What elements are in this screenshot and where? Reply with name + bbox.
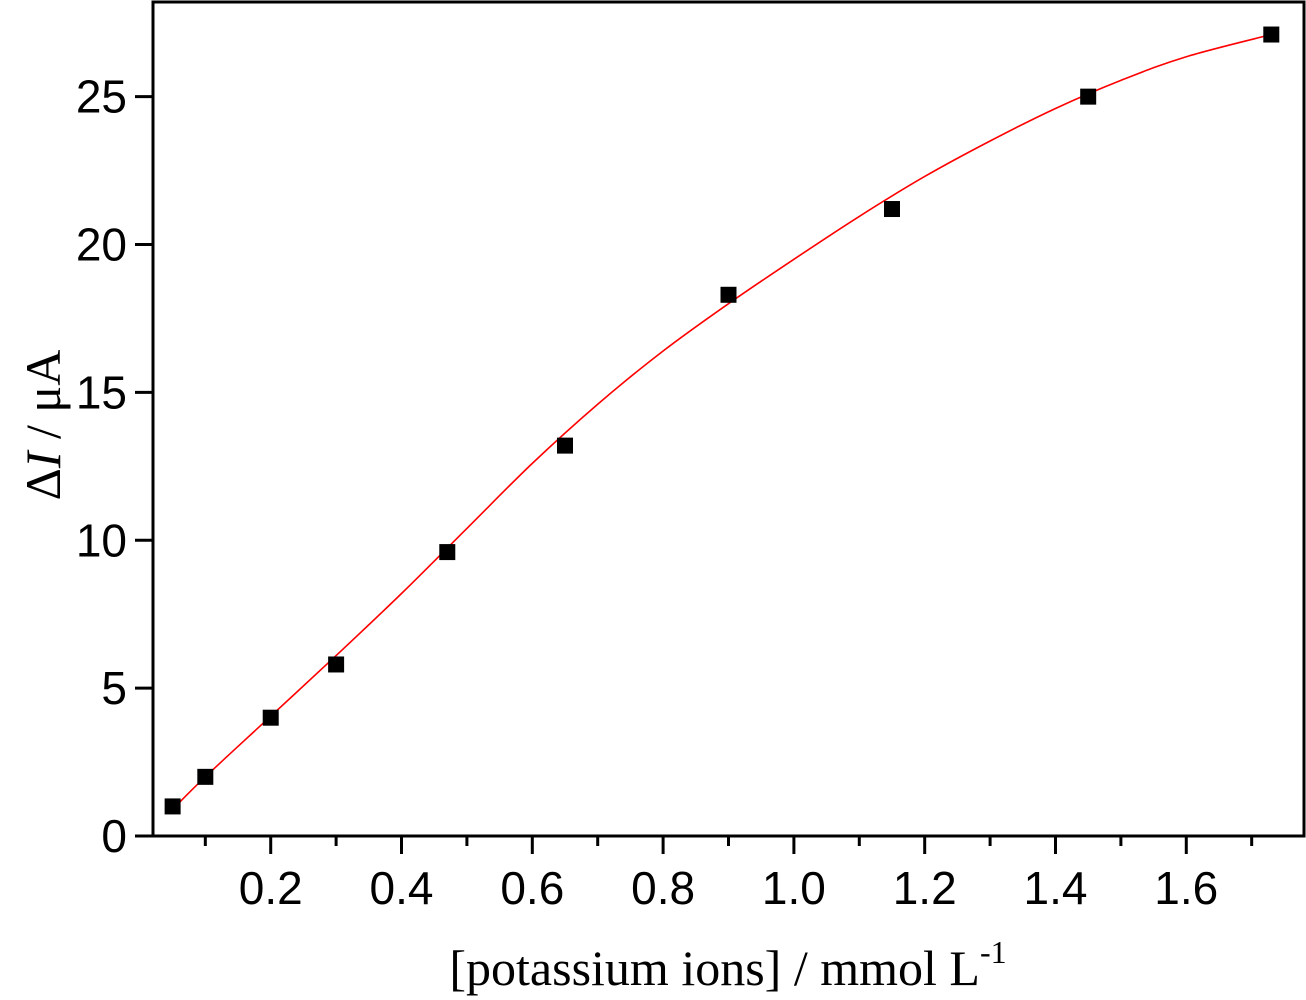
y-axis-title: ΔI / μA	[15, 350, 71, 501]
y-tick-label: 0	[101, 810, 127, 862]
x-tick-label: 1.0	[762, 862, 826, 914]
data-point	[262, 709, 279, 726]
x-tick-label: 1.2	[893, 862, 957, 914]
y-axis-title-unit: / μA	[15, 350, 71, 452]
x-tick-label: 0.4	[370, 862, 434, 914]
y-axis-title-variable: I	[15, 449, 71, 469]
y-axis-ticks: 0 5 10 15 20 25	[76, 71, 153, 862]
x-tick-label: 0.6	[500, 862, 564, 914]
data-point	[328, 656, 345, 673]
data-point	[439, 544, 456, 561]
y-tick-label: 5	[101, 662, 127, 714]
y-axis-title-delta: Δ	[15, 468, 71, 500]
x-tick-label: 0.8	[631, 862, 695, 914]
data-point	[1263, 26, 1280, 43]
data-point	[557, 437, 574, 454]
y-tick-label: 10	[76, 514, 127, 566]
data-point	[1080, 88, 1097, 105]
data-point	[164, 798, 181, 815]
plot-frame	[151, 0, 1306, 838]
x-tick-label: 1.4	[1024, 862, 1088, 914]
fit-curve-layer	[172, 33, 1272, 810]
x-tick-label: 1.6	[1154, 862, 1218, 914]
data-points-layer	[164, 26, 1280, 815]
x-axis-title-main: [potassium ions] / mmol L	[449, 940, 980, 996]
y-tick-label: 20	[76, 219, 127, 271]
x-axis-ticks: 0.2 0.4 0.6 0.8 1.0 1.2 1.4 1.6	[203, 836, 1254, 914]
x-axis-title: [potassium ions] / mmol L-1	[449, 934, 1006, 996]
y-tick-label: 15	[76, 366, 127, 418]
data-point	[883, 201, 900, 218]
x-axis-title-superscript: -1	[980, 934, 1007, 970]
data-point	[720, 286, 737, 303]
y-tick-label: 25	[76, 71, 127, 123]
data-point	[197, 768, 214, 785]
fit-curve	[172, 33, 1272, 810]
x-tick-label: 0.2	[239, 862, 303, 914]
